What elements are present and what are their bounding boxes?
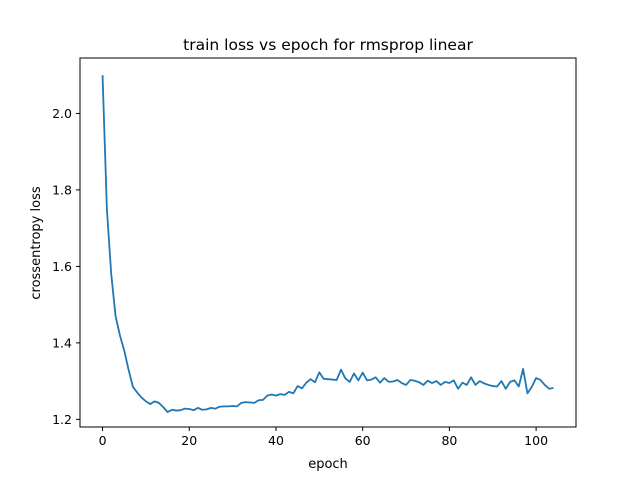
x-tick-label: 20 [181, 433, 197, 448]
y-tick-label: 2.0 [52, 106, 72, 121]
y-tick-label: 1.6 [52, 259, 72, 274]
y-tick-label: 1.4 [52, 335, 72, 350]
x-tick-label: 60 [355, 433, 371, 448]
x-axis-label: epoch [308, 457, 348, 472]
axes-frame [79, 57, 577, 428]
y-tick-label: 1.2 [52, 412, 72, 427]
x-tick-label: 0 [99, 433, 107, 448]
series-line-0 [101, 75, 554, 413]
x-tick-label: 40 [268, 433, 284, 448]
y-axis-label: crossentropy loss [29, 186, 44, 299]
x-tick-label: 80 [441, 433, 457, 448]
y-tick-label: 1.8 [52, 182, 72, 197]
x-tick-label: 100 [524, 433, 548, 448]
x-axis: 0 20 40 60 80 100 [99, 427, 548, 448]
y-axis: 1.2 1.4 1.6 1.8 2.0 [52, 106, 80, 427]
plot-area [101, 75, 554, 413]
chart-title: train loss vs epoch for rmsprop linear [183, 36, 473, 54]
